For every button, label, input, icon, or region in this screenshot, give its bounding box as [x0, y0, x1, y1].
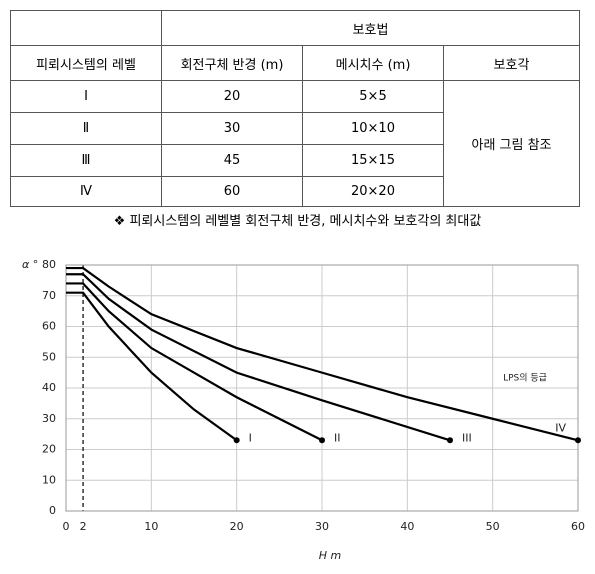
merged-cell: 아래 그림 참조 [443, 80, 580, 207]
series-label: III [462, 431, 472, 444]
cell: 30 [161, 112, 303, 145]
end-point [447, 437, 453, 444]
y-axis-label: α ° [22, 258, 38, 271]
cell: 5×5 [302, 80, 444, 113]
series-line [66, 291, 238, 442]
cell: 60 [161, 176, 303, 207]
series-line [66, 266, 579, 442]
x-tick-label: 60 [571, 520, 585, 533]
x-tick-label: 40 [400, 520, 414, 533]
x-tick-label: 20 [230, 520, 244, 533]
y-tick-label: 60 [42, 320, 56, 333]
series-label: IV [555, 421, 566, 434]
series-line [66, 273, 451, 442]
y-tick-label: 10 [42, 473, 56, 486]
end-point [233, 437, 240, 444]
y-tick-label: 80 [42, 258, 56, 271]
y-tick-label: 50 [42, 350, 56, 363]
series-label: II [334, 431, 341, 444]
header: 메시치수 (m) [302, 45, 444, 81]
x-tick-label: 2 [80, 520, 87, 533]
y-tick-label: 0 [49, 504, 56, 517]
x-axis-label: H m [319, 549, 341, 562]
cell: 45 [161, 144, 303, 177]
caption: ❖ 피뢰시스템의 레벨별 회전구체 반경, 메시치수와 보호각의 최대값 [113, 214, 482, 229]
header: 회전구체 반경 (m) [161, 45, 303, 81]
group-header: 보호법 [161, 10, 580, 46]
cell: 20×20 [302, 176, 444, 207]
x-tick-label: 30 [315, 520, 329, 533]
y-tick-label: 30 [42, 412, 56, 425]
cell: 20 [161, 80, 303, 113]
x-tick-label: 10 [144, 520, 158, 533]
end-point [575, 437, 581, 444]
x-tick-label: 0 [63, 520, 70, 533]
header: 피뢰시스템의 레벨 [10, 45, 162, 81]
cell: Ⅱ [10, 112, 162, 145]
y-tick-label: 40 [42, 381, 56, 394]
annotation: LPS의 등급 [503, 373, 547, 384]
y-tick-label: 70 [42, 289, 56, 302]
cell: 15×15 [302, 144, 444, 177]
header: 보호각 [443, 45, 580, 81]
cell: Ⅳ [10, 176, 162, 207]
cell: 10×10 [302, 112, 444, 145]
series-line [66, 282, 323, 442]
cell: Ⅲ [10, 144, 162, 177]
x-tick-label: 50 [486, 520, 500, 533]
cell: Ⅰ [10, 80, 162, 113]
plot-frame [65, 264, 579, 512]
end-point [319, 437, 325, 444]
series-label: I [249, 431, 252, 444]
y-tick-label: 20 [42, 443, 56, 456]
table: 보호법 피뢰시스템의 레벨 회전구체 반경 (m) 메시치수 (m) 보호각 Ⅰ… [10, 10, 580, 207]
